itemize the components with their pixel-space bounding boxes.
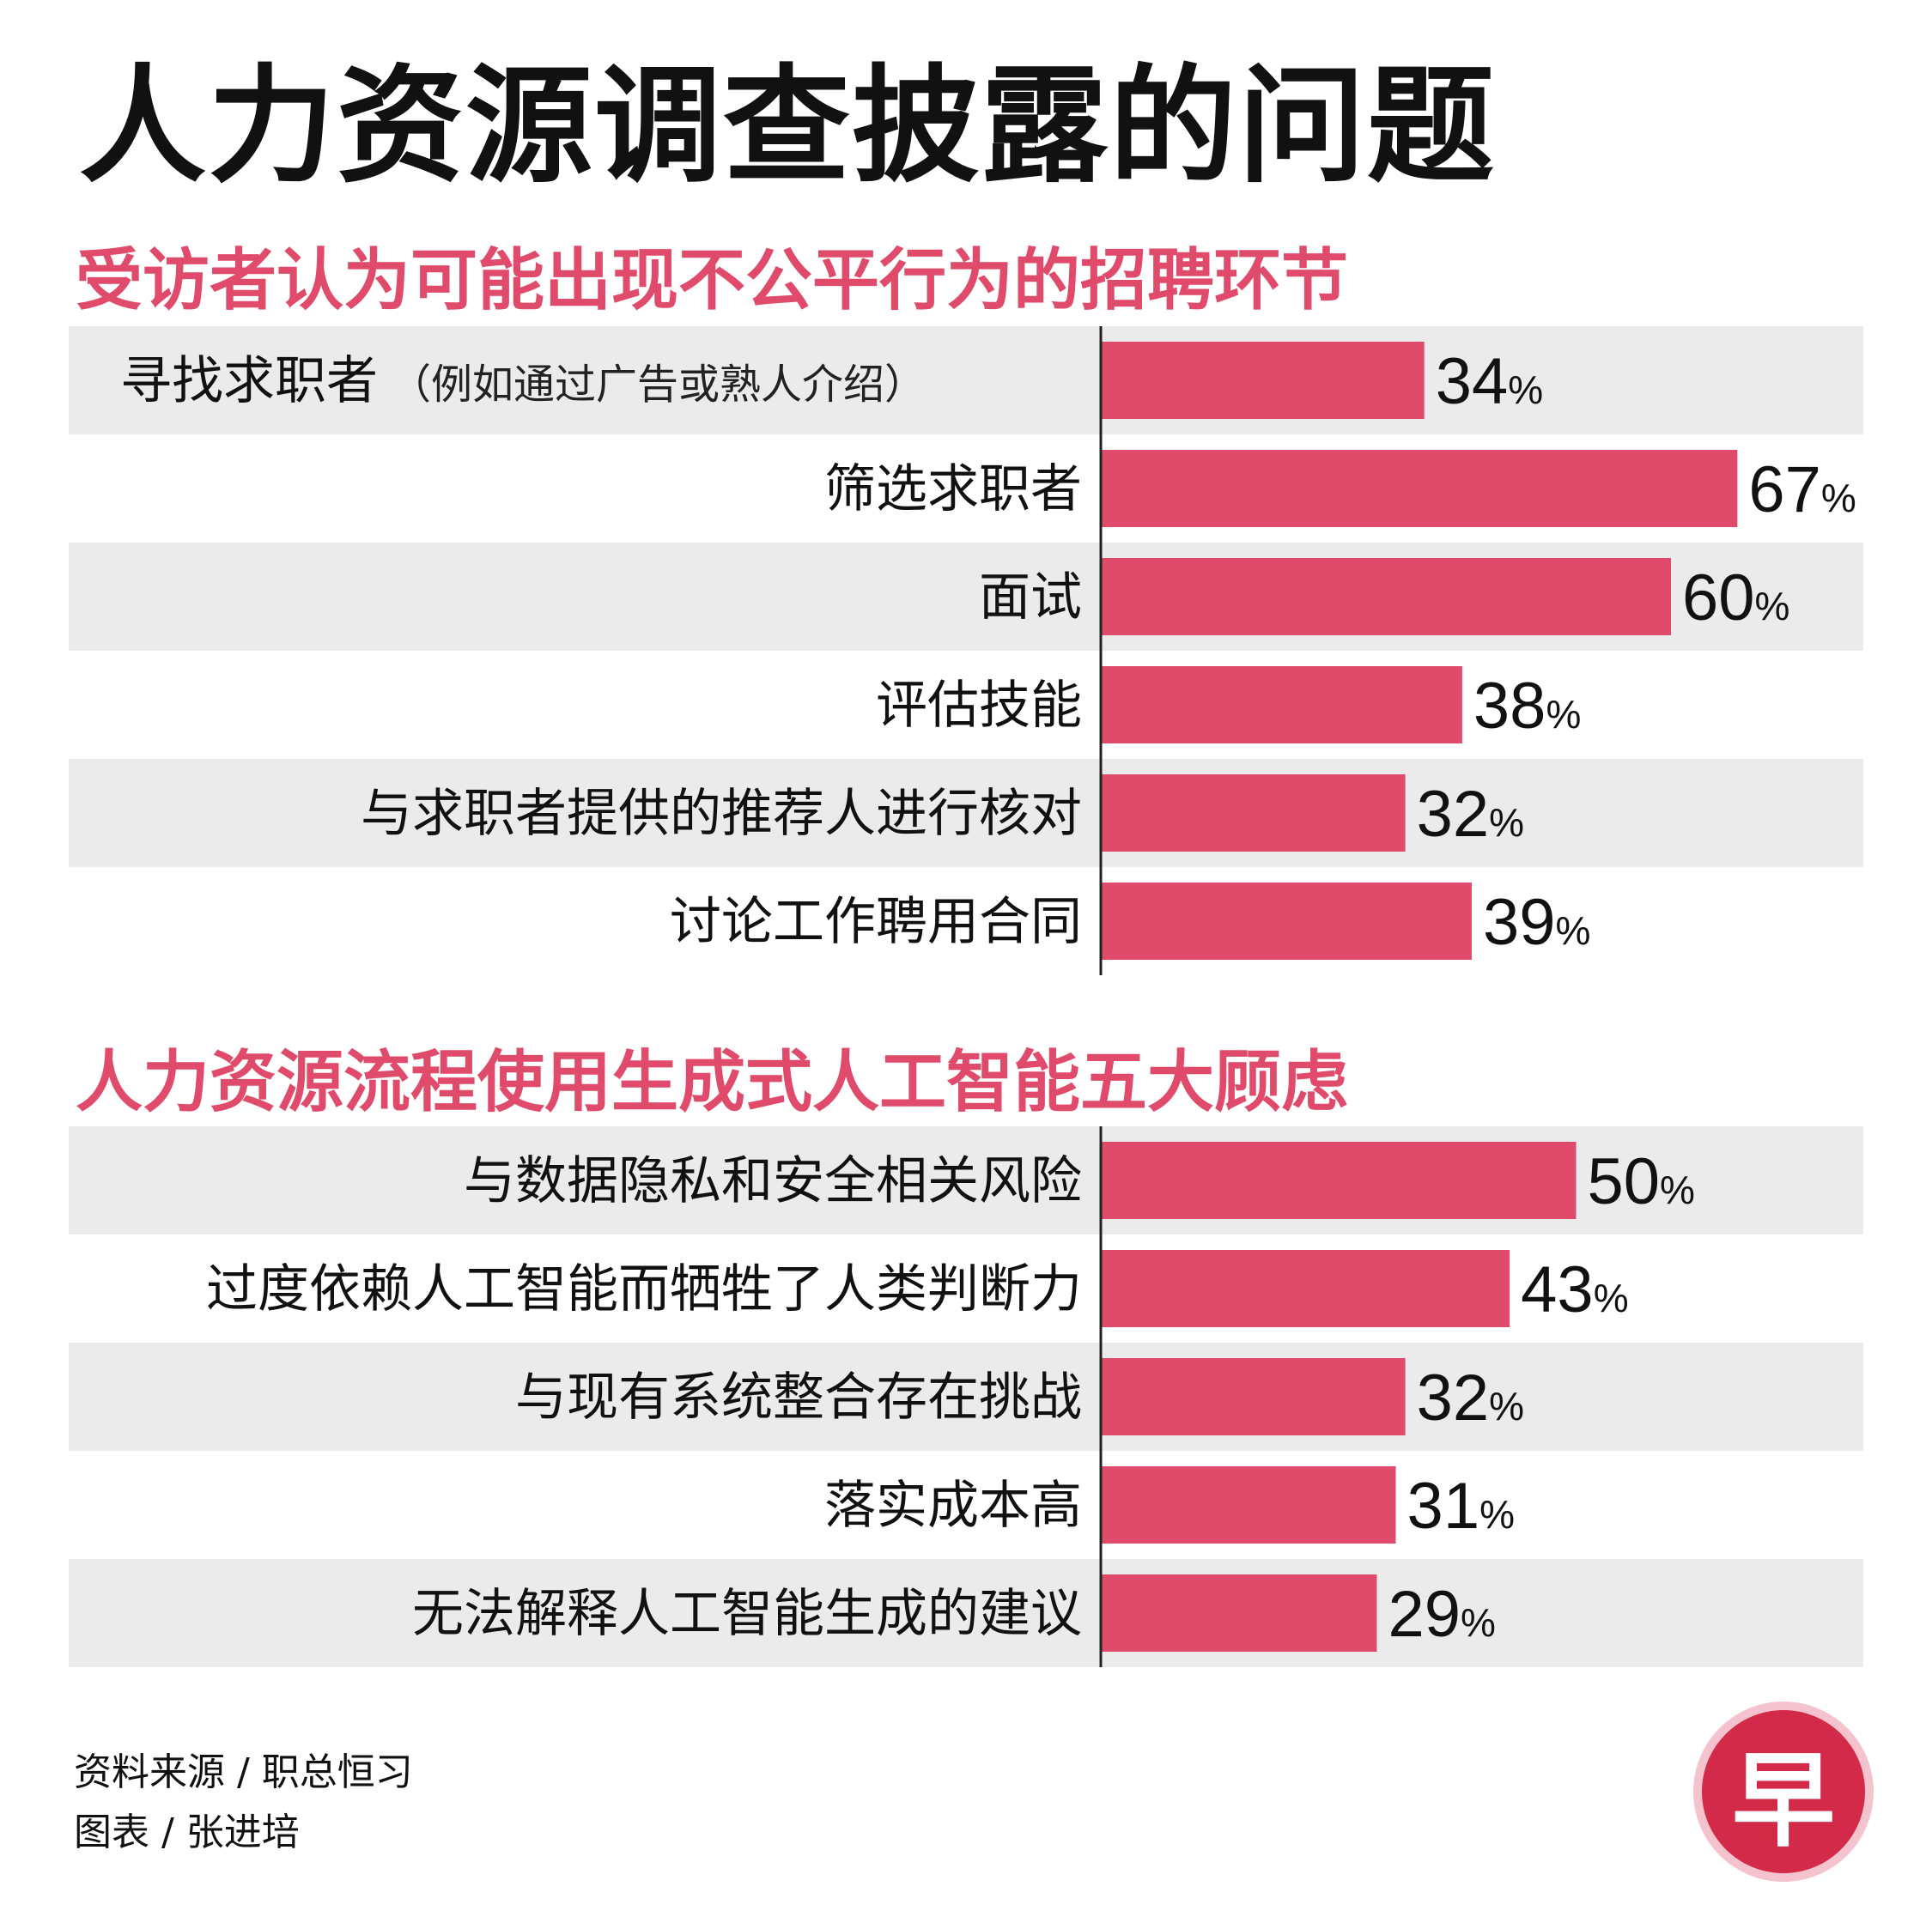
zaobao-logo-icon: 早 [1702, 1710, 1865, 1873]
value-label: 31% [1407, 1470, 1515, 1543]
category-label: 筛选求职者 [824, 459, 1082, 519]
row-band [69, 759, 1863, 867]
bar [1102, 883, 1472, 960]
bar [1102, 666, 1462, 743]
chart-title-ai-concerns: 人力资源流程使用生成式人工智能五大顾虑 [76, 1044, 1349, 1121]
value-label: 50% [1588, 1145, 1695, 1218]
bar [1102, 1466, 1396, 1544]
category-label: 无法解释人工智能生成的建议 [412, 1584, 1082, 1644]
category-label: 与现有系统整合存在挑战 [515, 1368, 1082, 1428]
graphic-credit: 图表 / 张进培 [74, 1811, 300, 1854]
chart-title-hiring-stages: 受访者认为可能出现不公平行为的招聘环节 [76, 242, 1349, 319]
row-band [69, 1343, 1863, 1451]
bar [1102, 1358, 1406, 1435]
value-label: 32% [1417, 778, 1524, 851]
value-label: 60% [1682, 561, 1789, 634]
bar [1102, 558, 1671, 635]
logo-glyph: 早 [1732, 1742, 1835, 1861]
bar-chart-hiring-stages: 寻找求职者 （例如通过广告或熟人介绍） 34% 筛选求职者 67% 面试 60% 评估技能 38… [69, 326, 1863, 975]
bar-chart-ai-concerns: 与数据隐私和安全相关风险 50% 过度依赖人工智能而牺牲了人类判断力 43% 与现有系统… [69, 1126, 1863, 1667]
row-band [69, 1559, 1863, 1667]
value-label: 34% [1436, 345, 1543, 418]
footer: 资料来源 / 职总恒习 图表 / 张进培 [74, 1743, 413, 1863]
category-label: 落实成本高 [824, 1476, 1082, 1536]
category-note: （例如通过广告或熟人介绍） [390, 361, 926, 409]
category-label: 过度依赖人工智能而牺牲了人类判断力 [206, 1259, 1082, 1319]
category-label: 与数据隐私和安全相关风险 [464, 1151, 1082, 1211]
value-label: 43% [1521, 1253, 1628, 1326]
value-label: 29% [1388, 1578, 1495, 1651]
category-label: 与求职者提供的推荐人进行核对 [361, 784, 1082, 844]
page-title: 人力资源调查披露的问题 [79, 52, 1496, 200]
value-label: 38% [1473, 670, 1581, 743]
category-label: 寻找求职者 （例如通过广告或熟人介绍） [120, 351, 926, 411]
category-label: 评估技能 [876, 676, 1082, 736]
value-label: 32% [1417, 1362, 1524, 1435]
bar [1102, 1142, 1577, 1219]
row-band [69, 326, 1863, 434]
source-credit: 资料来源 / 职总恒习 [74, 1750, 413, 1794]
category-label: 面试 [979, 567, 1082, 628]
bar [1102, 1574, 1377, 1652]
category-label: 讨论工作聘用合同 [670, 892, 1082, 952]
bar [1102, 774, 1406, 852]
value-label: 67% [1748, 453, 1856, 526]
value-label: 39% [1483, 886, 1590, 959]
bar [1102, 1250, 1510, 1327]
bar [1102, 450, 1738, 527]
bar [1102, 342, 1425, 419]
